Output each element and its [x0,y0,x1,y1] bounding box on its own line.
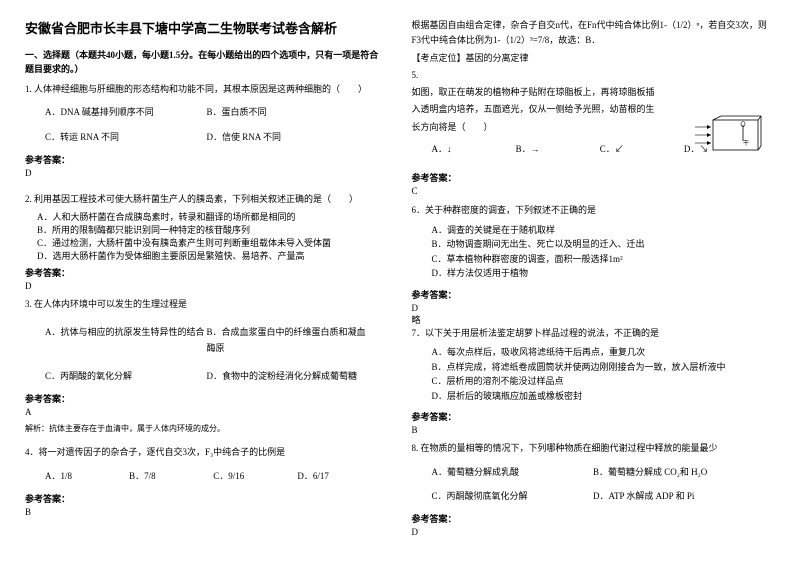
q8-answer: D [412,527,769,537]
q4-answer: B [25,507,382,517]
q5-num: 5. [412,68,769,83]
q3-opt-d: D．食物中的淀粉经消化分解成葡萄糖 [207,368,369,384]
q1-opt-a: A．DNA 碱基排列顺序不同 [45,104,207,120]
q3-text: 3. 在人体内环境中可以发生的生理过程是 [25,297,382,311]
q1-answer: D [25,168,382,178]
q5-diagram: 干 [693,115,763,155]
q8-opt-c: C．丙酮酸彻底氧化分解 [432,488,594,504]
q2-answer: D [25,281,382,291]
q8-opt-a: A．葡萄糖分解成乳酸 [432,464,594,480]
q3-opt-b: B．合成血浆蛋白中的纤维蛋白质和凝血酶原 [207,324,369,356]
q3-answer-label: 参考答案： [25,392,382,405]
q3-opt-a: A．抗体与相应的抗原发生特异性的结合 [45,324,207,356]
q7-opt-c: C．层析用的溶剂不能没过样品点 [432,375,769,389]
q4-opt-d: D．6/17 [297,468,381,484]
q3-answer: A [25,407,382,417]
section-header: 一、选择题（本题共40小题，每小题1.5分。在每小题给出的四个选项中，只有一项是… [25,49,382,76]
q1-opt-c: C．转运 RNA 不同 [45,129,207,145]
q7-opt-a: A．每次点样后，吸收风将滤纸待干后再点，重复几次 [432,346,769,360]
q7-text: 7．以下关于用层析法鉴定胡萝卜样品过程的说法，不正确的是 [412,326,769,340]
q4-opt-b: B．7/8 [129,468,213,484]
q6-opt-a: A．调查的关键是在于随机取样 [432,224,769,238]
right-explain1: 根据基因自由组合定律，杂合子自交n代，在Fn代中纯合体比例1-（1/2）ⁿ，若自… [412,18,769,49]
exam-title: 安徽省合肥市长丰县下塘中学高二生物联考试卷含解析 [25,18,382,37]
q6-answer: D [412,303,769,313]
q4-opt-a: A．1/8 [45,468,129,484]
q5-opt-c: C．↙ [600,141,684,157]
q2-opt-b: B．所用的限制酶都只能识别同一种特定的核苷酸序列 [37,223,382,236]
q6-note: 略 [412,313,769,326]
q2-answer-label: 参考答案： [25,266,382,279]
q5-answer-label: 参考答案： [412,171,769,184]
q5-opt-b: B．→ [516,141,600,157]
q6-opt-b: B．动物调查期间无出生、死亡以及明显的迁入、迁出 [432,238,769,252]
q8-answer-label: 参考答案： [412,512,769,525]
q1-opt-d: D．信使 RNA 不同 [207,129,369,145]
svg-text:干: 干 [743,140,749,147]
q8-text: 8. 在物质的量相等的情况下，下列哪种物质在细胞代谢过程中释放的能量最少 [412,441,769,455]
q8-opt-d: D．ATP 水解成 ADP 和 Pi [593,488,755,504]
q6-text: 6．关于种群密度的调查，下列叙述不正确的是 [412,203,769,217]
q7-answer: B [412,425,769,435]
q2-opt-d: D．选用大肠杆菌作为受体细胞主要原因是繁殖快、易培养、产量高 [37,249,382,262]
q5-opt-a: A．↓ [432,141,516,157]
q2-opt-a: A．人和大肠杆菌在合成胰岛素时，转录和翻译的场所都是相同的 [37,210,382,223]
q4-opt-c: C．9/16 [213,468,297,484]
q3-opt-c: C．丙酮酸的氧化分解 [45,368,207,384]
q7-opt-b: B．点样完成，将滤纸卷成圆筒状并使两边刚刚接合为一致，放入层析液中 [432,361,769,375]
q5-line1: 如图，取正在萌发的植物种子贴附在琼脂板上，再将琼脂板插 [412,85,769,100]
q5-answer: C [412,186,769,196]
q7-opt-d: D．层析后的玻璃瓶应加盖或橡板密封 [432,390,769,404]
q1-opt-b: B．蛋白质不同 [207,104,369,120]
q6-opt-d: D．样方法仅适用于植物 [432,267,769,281]
q2-text: 2. 利用基因工程技术可使大肠杆菌生产人的胰岛素，下列相关叙述正确的是（ ） [25,192,382,206]
q4-text: 4．将一对遗传因子的杂合子，逐代自交3次，F₃中纯合子的比例是 [25,445,382,459]
q3-explain: 解析：抗体主要存在于血清中，属于人体内环境的成分。 [25,423,382,435]
q6-answer-label: 参考答案： [412,288,769,301]
q8-opt-b: B．葡萄糖分解成 CO₂和 H₂O [593,464,755,480]
q1-answer-label: 参考答案： [25,153,382,166]
q1-text: 1. 人体神经细胞与肝细胞的形态结构和功能不同，其根本原因是这两种细胞的（ ） [25,82,382,96]
right-explain2: 【考点定位】基因的分离定律 [412,51,769,66]
q7-answer-label: 参考答案： [412,410,769,423]
q6-opt-c: C．草本植物种群密度的调查，面积一般选择1m² [432,253,769,267]
q2-opt-c: C．通过检测，大肠杆菌中没有胰岛素产生则可判断重组载体未导入受体菌 [37,236,382,249]
q4-answer-label: 参考答案： [25,492,382,505]
